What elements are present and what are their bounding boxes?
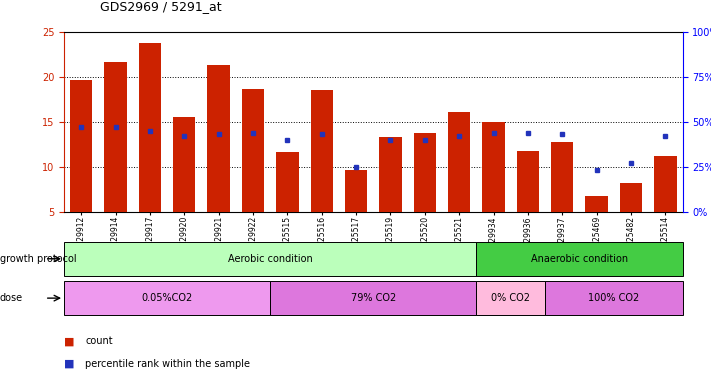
Text: 79% CO2: 79% CO2 [351,293,396,303]
Bar [139,43,161,212]
Text: Aerobic condition: Aerobic condition [228,254,313,264]
Bar [64,242,476,276]
Bar [414,133,436,212]
Text: growth protocol: growth protocol [0,254,77,264]
Text: ■: ■ [64,359,75,369]
Bar [476,242,683,276]
Bar [270,281,476,315]
Bar [476,281,545,315]
Bar [173,117,196,212]
Bar [545,281,683,315]
Bar [208,65,230,212]
Bar [620,183,642,212]
Text: 100% CO2: 100% CO2 [588,293,639,303]
Text: 0.05%CO2: 0.05%CO2 [141,293,193,303]
Bar [585,196,608,212]
Bar [345,170,368,212]
Text: GDS2969 / 5291_at: GDS2969 / 5291_at [100,0,221,13]
Text: percentile rank within the sample: percentile rank within the sample [85,359,250,369]
Bar [654,156,677,212]
Bar [64,281,270,315]
Text: dose: dose [0,293,23,303]
Bar [551,142,574,212]
Text: ■: ■ [64,336,75,346]
Bar [70,80,92,212]
Bar [311,90,333,212]
Bar [242,88,264,212]
Text: 0% CO2: 0% CO2 [491,293,530,303]
Bar [482,122,505,212]
Bar [276,152,299,212]
Bar [379,137,402,212]
Text: count: count [85,336,113,346]
Bar [105,62,127,212]
Text: Anaerobic condition: Anaerobic condition [531,254,628,264]
Bar [448,112,471,212]
Bar [517,151,539,212]
